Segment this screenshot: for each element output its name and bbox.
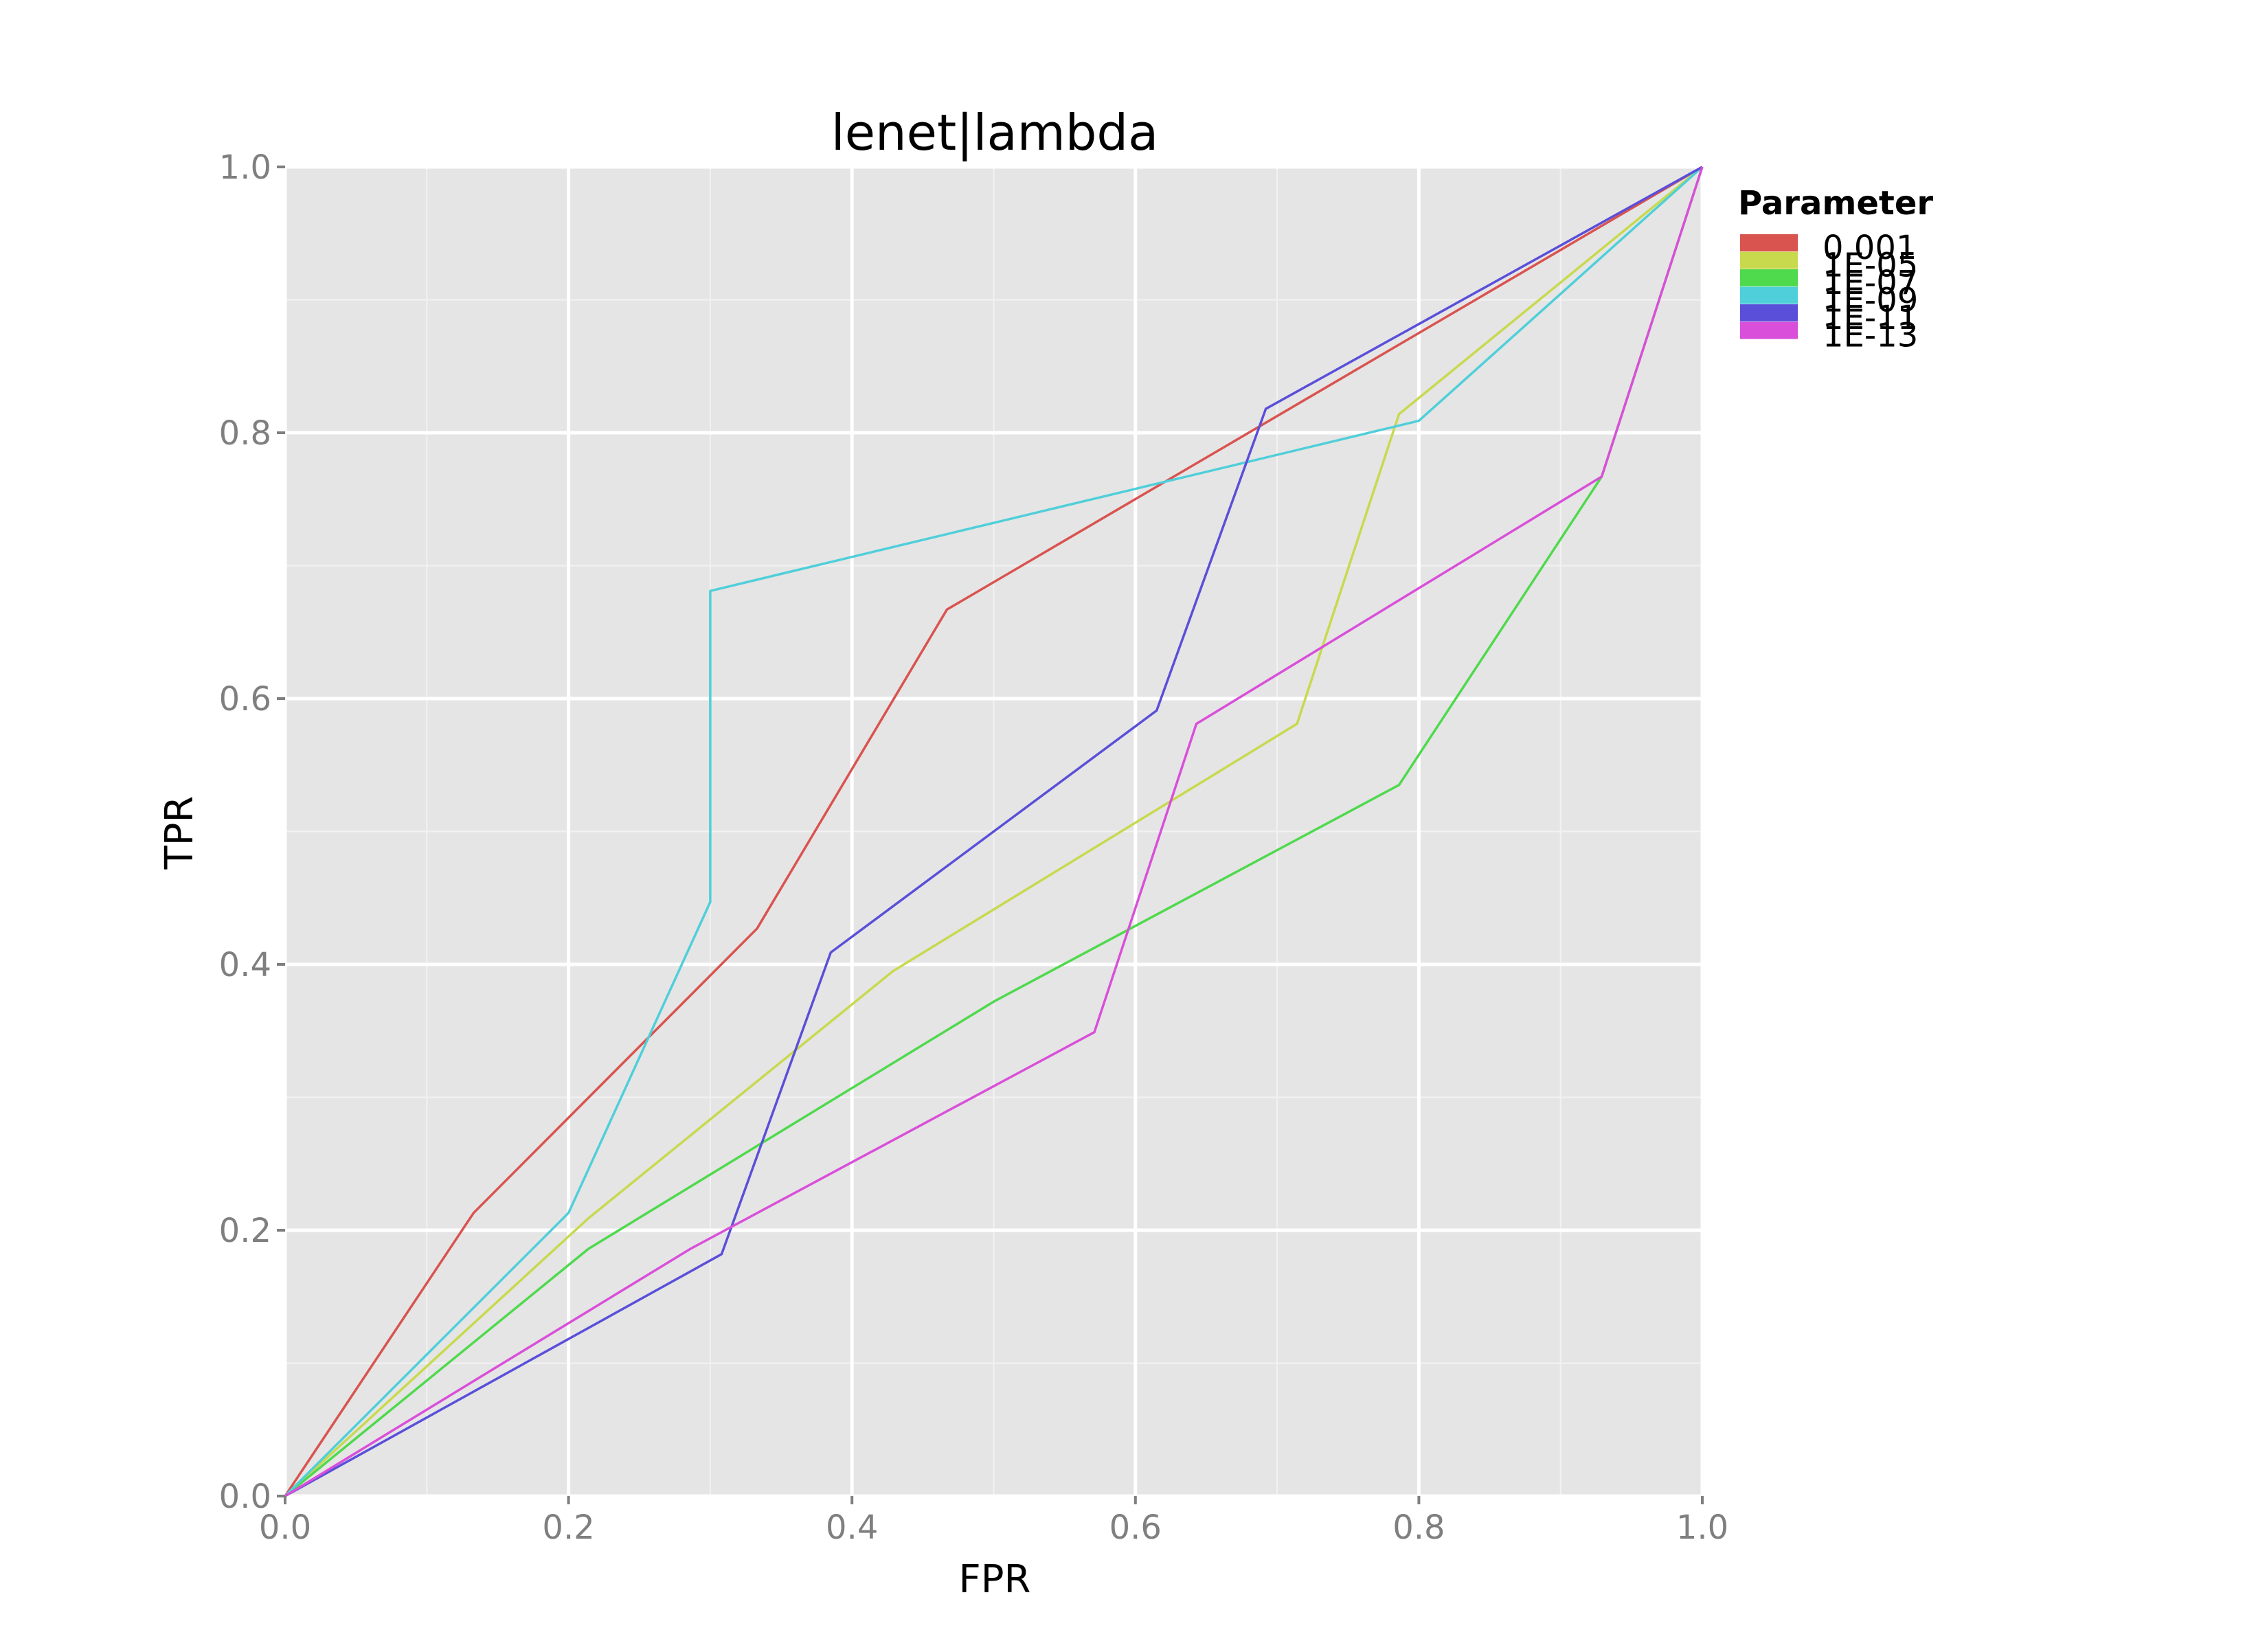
x-tick-label: 0.2: [542, 1508, 594, 1547]
legend-label-1: 0.001: [1823, 229, 1917, 267]
series-line-4: [284, 166, 1704, 1497]
legend-title: Parameter: [1738, 184, 1933, 223]
legend-key-1: [1740, 234, 1798, 251]
x-tick-label: 0.8: [1392, 1508, 1445, 1547]
x-axis-title: FPR: [959, 1557, 1031, 1602]
y-tick-label: 1.0: [219, 148, 271, 187]
series-lines: [284, 166, 1704, 1497]
x-tick-label: 0.6: [1109, 1508, 1162, 1547]
x-tick-label: 0.4: [826, 1508, 878, 1547]
legend-key-4: [1740, 286, 1798, 304]
y-tick-label: 0.2: [219, 1212, 271, 1250]
y-axis-title: TPR: [157, 796, 202, 870]
y-tick-label: 0.4: [219, 946, 271, 984]
legend-key-2: [1740, 251, 1798, 269]
legend-key-5: [1740, 304, 1798, 321]
series-line-6: [284, 166, 1704, 1497]
x-tick-label: 1.0: [1676, 1508, 1728, 1547]
series-line-1: [284, 166, 1703, 1497]
grid: [283, 165, 1704, 1498]
y-tick-label: 0.8: [219, 414, 271, 453]
legend-label-5: 1E-11: [1823, 299, 1918, 337]
x-tick-label: 0.0: [259, 1508, 311, 1547]
series-line-5: [284, 166, 1703, 1497]
legend-key-3: [1740, 269, 1798, 286]
legend-label-2: 1E-05: [1823, 247, 1918, 285]
y-tick-label: 0.0: [219, 1478, 271, 1516]
series-line-2: [284, 166, 1704, 1497]
legend-label-6: 1E-13: [1823, 317, 1918, 355]
chart-title: lenet|lambda: [831, 104, 1159, 162]
y-tick-label: 0.6: [219, 680, 271, 718]
legend-label-3: 1E-07: [1823, 264, 1918, 302]
legend-label-4: 1E-09: [1823, 282, 1918, 320]
axes: 0.0 0.2 0.4 0.6 0.8 1.0 0.0 0.2 0.4 0.6 0.8 1.0: [219, 148, 1729, 1547]
legend-key-6: [1740, 321, 1798, 339]
